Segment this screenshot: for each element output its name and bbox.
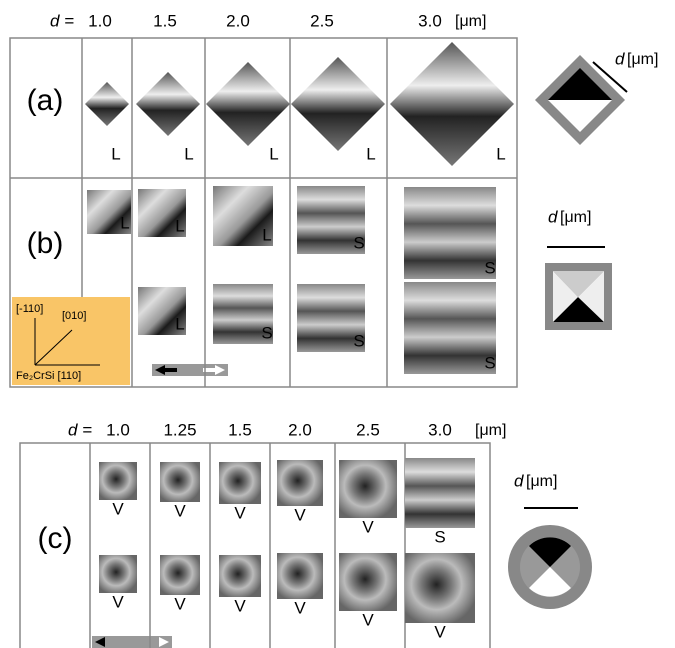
state-label: V	[174, 501, 186, 520]
schematic-a	[535, 55, 627, 145]
schematic-unit: [μm]	[560, 209, 591, 226]
size-label: 3.0	[428, 420, 452, 439]
d-label: d =	[68, 420, 92, 439]
state-label: L	[269, 144, 278, 163]
mfm-image	[277, 460, 323, 506]
mfm-image	[291, 57, 385, 151]
state-label: L	[496, 144, 505, 163]
state-label: S	[484, 258, 495, 277]
unit-label: [μm]	[475, 422, 506, 439]
row-label: (a)	[27, 84, 64, 117]
mfm-image	[339, 460, 397, 518]
state-label: V	[434, 622, 446, 641]
mfm-image	[404, 187, 496, 279]
state-label: V	[112, 499, 124, 518]
state-label: V	[174, 594, 186, 613]
state-label: S	[353, 331, 364, 350]
schematic-c	[508, 508, 592, 609]
size-label: 3.0	[418, 11, 442, 30]
size-label: 2.5	[310, 11, 334, 30]
size-label: 2.0	[288, 420, 312, 439]
axis-label: [-110]	[16, 303, 43, 315]
figure: d = 1.0 1.5 2.0 2.5 3.0 [μm] (a) (b) L L L L L L L L L S S S…	[0, 0, 675, 648]
state-label: V	[294, 598, 306, 617]
state-label: V	[362, 610, 374, 629]
mfm-image	[136, 72, 200, 136]
state-label: V	[112, 592, 124, 611]
mfm-image	[405, 553, 475, 623]
size-label: 1.25	[163, 420, 196, 439]
row-label: (c)	[38, 522, 73, 555]
schematic-b	[545, 247, 612, 330]
size-label: 2.0	[226, 11, 250, 30]
state-label: V	[234, 596, 246, 615]
state-label: L	[175, 216, 184, 235]
axis-label: Fe₂CrSi [110]	[16, 370, 81, 382]
mfm-image	[85, 82, 129, 126]
state-label: S	[434, 527, 445, 546]
size-label: 1.0	[106, 420, 130, 439]
mfm-image	[277, 553, 323, 599]
schematic-d: d	[514, 471, 524, 490]
schematic-d: d	[615, 49, 625, 68]
state-label: L	[175, 314, 184, 333]
unit-label: [μm]	[455, 13, 486, 30]
state-label: V	[234, 503, 246, 522]
axis-label: [010]	[62, 310, 86, 322]
mfm-image	[404, 282, 496, 374]
mfm-image	[160, 462, 200, 502]
mfm-image	[99, 555, 137, 593]
state-label: L	[111, 144, 120, 163]
mfm-image	[160, 555, 200, 595]
size-label: 1.5	[153, 11, 177, 30]
mfm-image	[99, 462, 137, 500]
state-label: L	[262, 225, 271, 244]
state-label: S	[353, 233, 364, 252]
state-label: S	[484, 353, 495, 372]
mfm-image	[219, 555, 261, 597]
mfm-image	[339, 553, 397, 611]
size-label: 1.5	[228, 420, 252, 439]
state-label: S	[261, 323, 272, 342]
d-label: d =	[50, 11, 74, 30]
state-label: V	[362, 517, 374, 536]
mfm-image	[219, 462, 261, 504]
mfm-image	[206, 62, 290, 146]
mfm-image	[405, 458, 475, 528]
state-label: V	[294, 505, 306, 524]
size-label: 2.5	[356, 420, 380, 439]
schematic-d: d	[548, 207, 558, 226]
schematic-unit: [μm]	[627, 51, 658, 68]
schematic-unit: [μm]	[526, 473, 557, 490]
state-label: L	[120, 213, 129, 232]
row-label: (b)	[27, 227, 64, 260]
state-label: L	[366, 144, 375, 163]
state-label: L	[184, 144, 193, 163]
size-label: 1.0	[88, 11, 112, 30]
